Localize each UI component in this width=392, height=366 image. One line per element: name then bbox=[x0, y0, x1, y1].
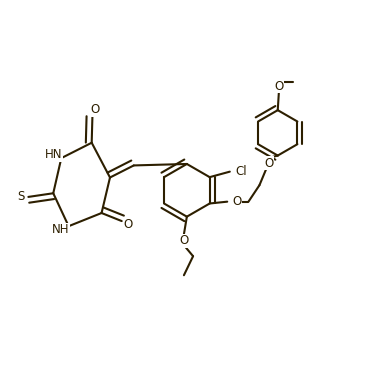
Text: O: O bbox=[232, 195, 241, 208]
Text: O: O bbox=[91, 103, 100, 116]
Text: Cl: Cl bbox=[236, 165, 247, 178]
Text: HN: HN bbox=[45, 148, 62, 161]
Text: O: O bbox=[123, 218, 133, 231]
Text: S: S bbox=[17, 190, 25, 203]
Text: O: O bbox=[274, 79, 283, 93]
Text: O: O bbox=[179, 234, 189, 247]
Text: NH: NH bbox=[52, 223, 69, 236]
Text: O: O bbox=[264, 157, 273, 170]
